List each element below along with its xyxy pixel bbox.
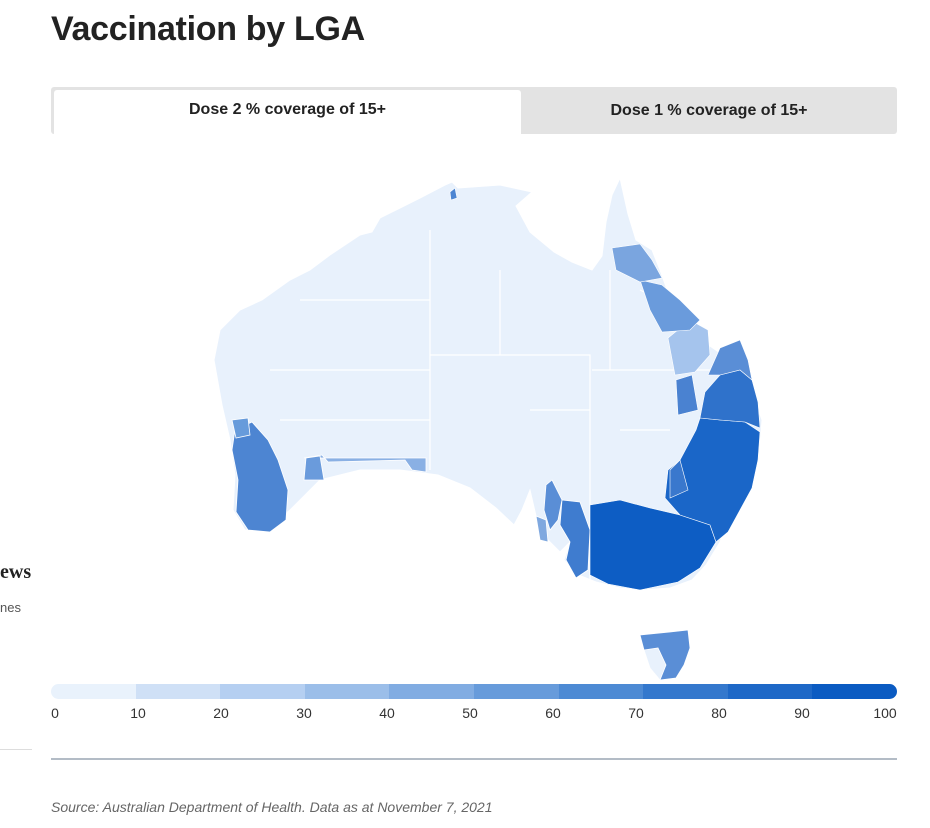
region-wa-mid-west[interactable] [231, 417, 251, 439]
legend-tick-label: 80 [711, 705, 727, 721]
legend-tick-label: 10 [130, 705, 146, 721]
legend-tick-label: 90 [794, 705, 810, 721]
region-central-wa-strip[interactable] [303, 454, 427, 473]
legend-tick-label: 30 [296, 705, 312, 721]
legend-tick-label: 70 [628, 705, 644, 721]
color-legend [51, 684, 897, 699]
region-qld-mackay[interactable] [639, 279, 701, 333]
legend-swatch [812, 684, 897, 699]
sidebar-heading-fragment[interactable]: ews [0, 561, 32, 583]
legend-tick-label: 0 [51, 705, 59, 721]
region-tasmania-west[interactable] [643, 647, 667, 681]
region-central-wa-strip-2[interactable] [303, 455, 325, 481]
sidebar-divider [0, 749, 32, 750]
legend-tick-label: 50 [462, 705, 478, 721]
tab-bar: Dose 2 % coverage of 15+ Dose 1 % covera… [51, 87, 897, 134]
legend-tick-label: 20 [213, 705, 229, 721]
region-victoria[interactable] [589, 499, 717, 591]
mainland-base[interactable] [213, 176, 763, 591]
page-title: Vaccination by LGA [51, 10, 365, 48]
australia-lga-map [213, 176, 763, 681]
legend-tick-label: 40 [379, 705, 395, 721]
legend-swatch [727, 684, 813, 699]
legend-swatch [643, 684, 728, 699]
region-perth-south-west[interactable] [231, 421, 289, 533]
legend-swatch [389, 684, 474, 699]
region-qld-central-west[interactable] [675, 374, 699, 416]
legend-swatch [304, 684, 390, 699]
tab-dose-2[interactable]: Dose 2 % coverage of 15+ [54, 90, 521, 134]
sidebar-subtext-fragment: nes [0, 600, 21, 615]
tab-dose-1[interactable]: Dose 1 % coverage of 15+ [610, 102, 808, 119]
legend-swatch [473, 684, 559, 699]
legend-swatch [558, 684, 644, 699]
region-sa-spencer[interactable] [543, 479, 563, 531]
source-note: Source: Australian Department of Health.… [51, 799, 493, 815]
region-qld-south-east[interactable] [699, 369, 761, 429]
legend-gradient-bar [51, 684, 897, 699]
legend-swatch [220, 684, 305, 699]
region-sa-yorke[interactable] [535, 515, 549, 543]
region-qld-wide-bay[interactable] [707, 339, 753, 381]
region-qld-far-north[interactable] [611, 243, 663, 283]
divider-rule [51, 758, 897, 760]
legend-tick-label: 60 [545, 705, 561, 721]
legend-swatch [51, 684, 136, 699]
region-adelaide[interactable] [559, 499, 591, 579]
region-nsw[interactable] [664, 417, 761, 543]
legend-tick-label: 100 [873, 705, 897, 721]
legend-swatch [135, 684, 221, 699]
region-nsw-west[interactable] [669, 459, 689, 499]
region-nt-darwin[interactable] [449, 187, 458, 201]
